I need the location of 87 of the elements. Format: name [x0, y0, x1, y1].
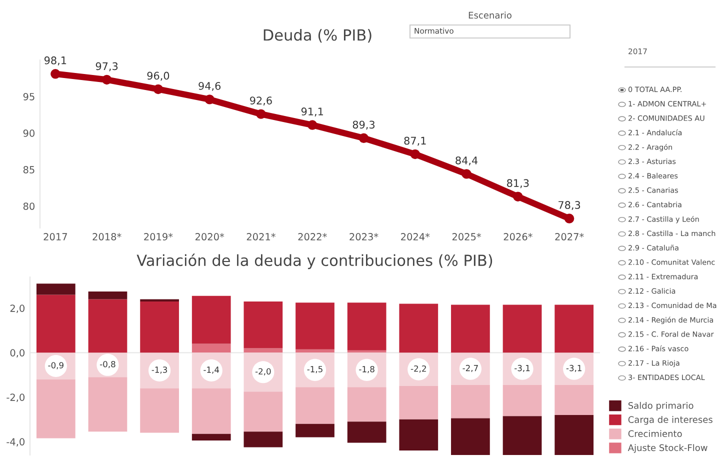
point — [308, 120, 318, 130]
bar — [296, 349, 334, 353]
point — [102, 74, 112, 85]
bar — [192, 296, 231, 344]
x-tick-label: 2020* — [195, 233, 224, 240]
text: 92,6 — [250, 96, 272, 106]
x-tick-label: 2027* — [555, 233, 584, 240]
bar — [244, 392, 283, 432]
bar — [347, 387, 386, 422]
bar — [347, 350, 386, 353]
point — [462, 169, 472, 179]
x-tick-label: 2019* — [144, 233, 173, 240]
bar — [399, 419, 438, 451]
bar — [244, 432, 283, 448]
total-label: -2,2 — [410, 365, 426, 373]
x-tick-label: 2021* — [246, 233, 276, 240]
y-tick-label: -4,0 — [6, 438, 24, 446]
bar — [244, 348, 283, 353]
text: Escenario — [468, 12, 512, 19]
bar — [554, 304, 594, 353]
point — [358, 133, 369, 144]
total-label: -1,8 — [359, 366, 374, 374]
total-label: -1,4 — [204, 366, 220, 374]
total-label: -0,9 — [48, 362, 64, 370]
point — [153, 84, 164, 94]
point — [410, 149, 420, 160]
text: 89,3 — [352, 120, 375, 130]
text: 87,1 — [404, 136, 426, 146]
total-label: -1,3 — [152, 366, 168, 374]
x-tick-label: 2017 — [44, 233, 67, 240]
x-tick-label: 2022* — [298, 233, 327, 240]
bar — [347, 422, 386, 443]
point — [513, 192, 523, 202]
x-tick-label: 2026* — [504, 233, 532, 240]
x-tick-label: 2018* — [92, 233, 122, 240]
text: 96,0 — [147, 72, 170, 81]
legend-label: Crecimiento — [628, 430, 682, 438]
y-tick-label: 2,0 — [10, 304, 24, 313]
bar — [140, 301, 179, 353]
bar — [244, 301, 283, 348]
total-label: -3,1 — [566, 364, 582, 372]
legend-label: Carga de intereses — [628, 416, 712, 425]
text: 81,3 — [507, 179, 529, 188]
y-tick-label: 0,0 — [10, 349, 24, 358]
bar — [192, 344, 231, 353]
total-label: -2,0 — [255, 368, 271, 376]
text: 91,1 — [301, 108, 323, 116]
text: 84,4 — [456, 156, 478, 166]
bar — [296, 302, 334, 350]
x-tick-label: 2023* — [350, 233, 378, 240]
bar — [399, 304, 438, 353]
bar — [36, 294, 76, 353]
chart-title: Deuda (% PIB) — [264, 28, 372, 43]
text: 78,3 — [558, 201, 580, 210]
y-tick-label: 85 — [23, 166, 34, 174]
text: 98,1 — [44, 56, 66, 66]
legend-label: Saldo primario — [628, 402, 694, 411]
total-label: -1,5 — [307, 366, 322, 374]
bar — [296, 424, 334, 438]
bar — [451, 304, 490, 353]
y-tick-label: 90 — [23, 130, 34, 137]
y-tick-label: 95 — [23, 93, 34, 100]
bar — [347, 302, 386, 350]
bar — [88, 291, 128, 300]
bar — [140, 388, 179, 433]
total-label: -0,8 — [100, 361, 116, 368]
bar — [296, 387, 334, 424]
bar — [36, 284, 76, 295]
point — [204, 94, 214, 104]
bar — [192, 388, 231, 434]
y-tick-label: 80 — [23, 202, 34, 210]
point — [256, 109, 266, 119]
bar — [399, 386, 438, 420]
total-label: -2,7 — [462, 364, 478, 372]
x-tick-label: 2024* — [401, 233, 430, 240]
legend-label: Ajuste Stock-Flow — [628, 444, 708, 453]
text: 97,3 — [96, 62, 118, 72]
x-tick-label: 2025* — [452, 233, 482, 240]
point — [564, 214, 574, 224]
total-label: -3,1 — [514, 364, 530, 372]
text: 94,6 — [198, 82, 221, 91]
chart-title: Variación de la deuda y contribuciones (% PIB) — [136, 254, 492, 270]
point — [50, 69, 60, 79]
bar — [192, 434, 231, 441]
bar — [502, 304, 542, 353]
bar — [36, 379, 76, 438]
y-tick-label: -2,0 — [6, 394, 24, 402]
